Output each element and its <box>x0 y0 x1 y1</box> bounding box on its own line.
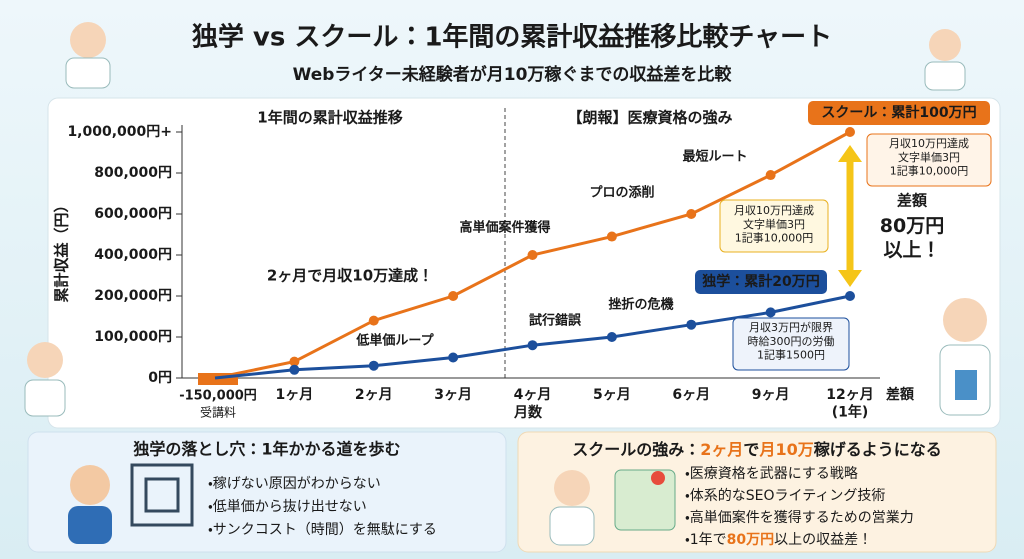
bullet-segment: ・1年で <box>685 532 727 548</box>
legend-box <box>695 270 827 294</box>
section-label: 【朗報】医療資格の強み <box>567 109 732 127</box>
x-tick-label: 9ヶ月 <box>752 387 790 403</box>
data-point <box>448 291 459 301</box>
data-point <box>765 170 776 181</box>
callout-box <box>719 199 829 253</box>
legend-label: スクール：累計100万円 <box>821 104 976 121</box>
bullet: ・1年で80万円以上の収益差！ <box>685 532 872 548</box>
x-tick-label: 3ヶ月 <box>434 387 472 403</box>
data-point <box>368 315 379 326</box>
diff-value: 80万円以上！ <box>880 215 944 261</box>
y-tick-label: 0円 <box>148 370 172 386</box>
data-point <box>606 231 617 242</box>
x-tick-label: 2ヶ月 <box>355 387 393 403</box>
bullet-segment: ・医療資格を武器にする戦略 <box>685 465 858 482</box>
annotation: 試行錯誤 <box>529 313 581 329</box>
annotation: 高単価案件獲得 <box>459 220 550 236</box>
legend-box <box>808 101 990 125</box>
annotation: 低単価ループ <box>355 333 434 349</box>
x-tick-label: 5ヶ月 <box>593 387 631 403</box>
y-tick-label: 800,000円 <box>94 165 172 181</box>
bullet: ・低単価から抜け出せない <box>208 499 367 515</box>
annotation: 挫折の危機 <box>608 297 673 313</box>
note-box <box>866 133 992 187</box>
start-note: 受講料 <box>200 406 236 420</box>
x-end-label: 差額 <box>886 386 915 403</box>
doctor-illustration <box>65 22 111 89</box>
subtitle: Webライター未経験者が月10万稼ぐまでの収益差を比較 <box>293 64 733 85</box>
school-illustration <box>549 469 676 546</box>
title: 独学 vs スクール：1年間の累計収益推移比較チャート <box>192 22 832 53</box>
y-tick-label: 400,000円 <box>94 247 172 263</box>
bullet-segment: 以上の収益差！ <box>774 532 872 548</box>
series-note: 月収10万円達成文字単価3円 1記事10,000円 <box>889 137 969 178</box>
x-tick-label: 1ヶ月 <box>276 387 314 403</box>
x-tick-label: 12ヶ月(1年) <box>826 387 873 421</box>
series-note: 月収3万円が限界時給300円の労働 1記事1500円 <box>748 320 835 362</box>
bullet: ・体系的なSEOライティング技術 <box>685 488 885 504</box>
title-segment: スクールの強み： <box>572 440 700 459</box>
title-segment: で <box>743 440 759 459</box>
y-tick-label: 200,000円 <box>94 288 172 304</box>
data-point <box>845 291 855 301</box>
y-axis-label: 累計収益（円） <box>53 197 71 302</box>
left-panel <box>27 431 507 553</box>
title-segment: 月10万 <box>758 440 813 459</box>
data-point <box>765 307 776 318</box>
annotation: プロの添削 <box>589 185 654 201</box>
bullet: ・サンクコスト（時間）を無駄にする <box>208 522 437 538</box>
y-tick-label: 600,000円 <box>94 206 172 222</box>
annotation: 最短ルート <box>682 149 747 165</box>
data-point <box>845 127 855 137</box>
bullet-segment: 80万円 <box>727 532 774 548</box>
title-segment: 2ヶ月 <box>700 440 743 459</box>
y-tick-label: 100,000円 <box>94 329 172 345</box>
note-box <box>732 317 850 371</box>
data-point <box>448 352 459 363</box>
man-illustration <box>24 342 194 544</box>
bullet: ・医療資格を武器にする戦略 <box>685 465 858 482</box>
nurse-illustration <box>924 29 991 416</box>
x-axis-label: 月数 <box>513 404 543 421</box>
panel-title: スクールの強み：2ヶ月で月10万稼げるようになる <box>572 440 941 459</box>
data-point <box>527 250 538 260</box>
data-point <box>527 340 538 351</box>
bullet: ・高単価案件を獲得するための営業力 <box>685 509 914 526</box>
start-label: -150,000円 <box>179 389 257 404</box>
legend-label: 独学：累計20万円 <box>702 273 819 290</box>
x-tick-label: 4ヶ月 <box>514 387 552 403</box>
data-point <box>606 332 617 342</box>
data-point <box>686 319 697 330</box>
bullet-segment: ・高単価案件を獲得するための営業力 <box>685 509 914 526</box>
data-point <box>289 364 300 375</box>
panel-title: 独学の落とし穴：1年かかる道を歩む <box>133 440 400 459</box>
title-segment: 稼げるようになる <box>814 440 942 459</box>
diff-arrow-head <box>838 145 862 287</box>
diff-title: 差額 <box>897 192 928 210</box>
annotation: 2ヶ月で月収10万達成！ <box>267 267 433 285</box>
data-point <box>368 360 379 371</box>
x-tick-label: 6ヶ月 <box>672 387 710 403</box>
section-label: 1年間の累計収益推移 <box>257 109 402 127</box>
mid-callout: 月収10万円達成文字単価3円 1記事10,000円 <box>734 204 814 245</box>
data-point <box>289 356 300 367</box>
data-point <box>686 209 697 219</box>
bullet-segment: ・体系的なSEOライティング技術 <box>685 488 885 504</box>
y-tick-label: 1,000,000円+ <box>67 124 172 140</box>
bullet: ・稼げない原因がわからない <box>208 476 381 492</box>
